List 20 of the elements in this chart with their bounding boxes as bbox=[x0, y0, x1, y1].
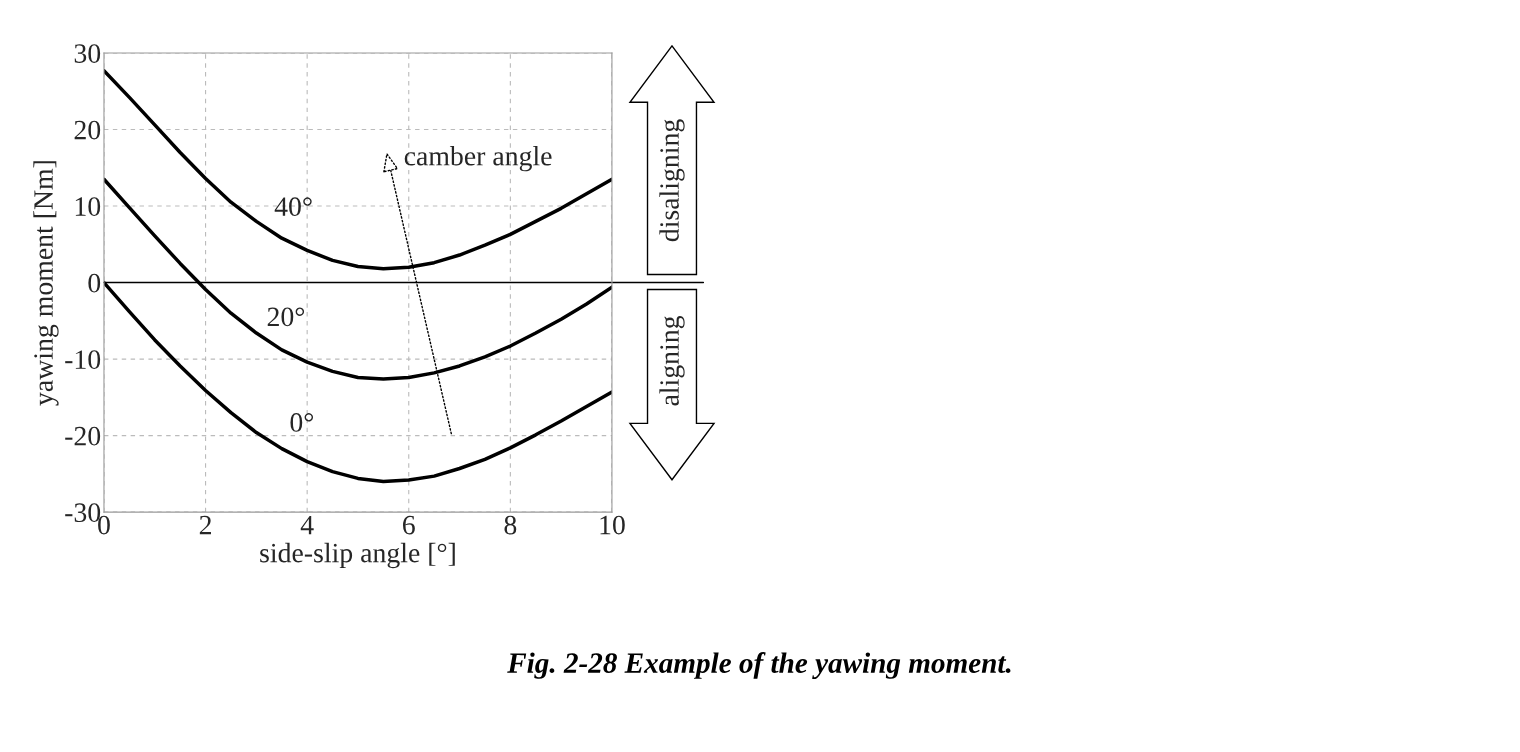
annotation: camber angle bbox=[404, 145, 552, 172]
x-tick-label: 6 bbox=[403, 515, 415, 535]
annotation: 0° bbox=[290, 413, 314, 432]
y-tick-label: 0 bbox=[88, 273, 101, 293]
y-tick-label: -10 bbox=[65, 350, 101, 369]
annotation: 40° bbox=[274, 197, 312, 217]
y-tick-label: -20 bbox=[65, 426, 101, 446]
y-tick-label: 30 bbox=[74, 44, 101, 63]
y-tick-label: 10 bbox=[75, 197, 101, 216]
x-axis-title: side-slip angle [°] bbox=[260, 542, 455, 569]
x-tick-label: 8 bbox=[504, 515, 517, 535]
text: disaligning bbox=[659, 119, 685, 242]
x-tick-label: 10 bbox=[600, 515, 625, 535]
x-tick-label: 2 bbox=[199, 515, 211, 535]
x-tick-label: 4 bbox=[300, 515, 314, 535]
annotation: 20° bbox=[267, 307, 305, 327]
text: aligning bbox=[659, 315, 685, 406]
y-tick-label: 20 bbox=[74, 120, 101, 140]
caption: Fig. 2-28 Example of the yawing moment. bbox=[507, 652, 1011, 679]
y-axis-title: yawing moment [Nm] bbox=[33, 161, 59, 406]
